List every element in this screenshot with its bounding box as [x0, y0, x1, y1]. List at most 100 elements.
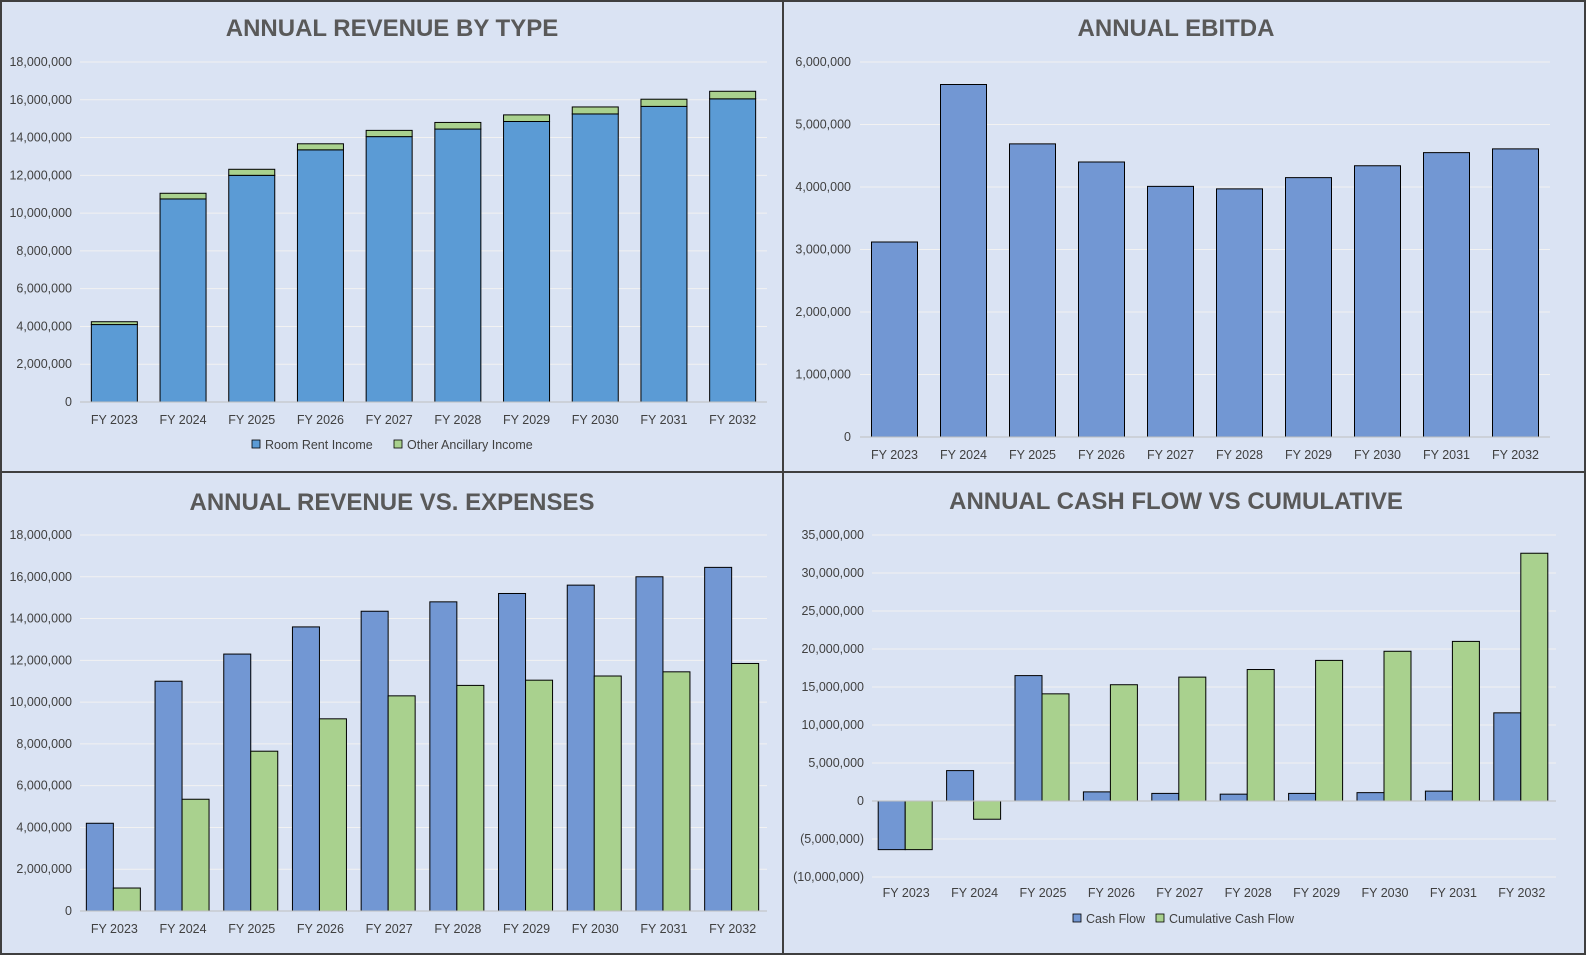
bar: [1354, 165, 1401, 438]
bar-ancillary: [228, 168, 276, 176]
ebitda-chart: ANNUAL EBITDA 0 1,000,000 2,000,000 3,000,00…: [782, 0, 1586, 473]
bar-series-1: [1356, 792, 1385, 802]
bar-ancillary: [434, 121, 482, 130]
bar-series-1: [429, 601, 458, 912]
x-tick-label: FY 2025: [1019, 886, 1066, 900]
legend-swatch: [393, 439, 403, 449]
bar-ancillary: [296, 143, 344, 151]
bar: [1078, 161, 1125, 438]
bar: [940, 84, 987, 438]
bar-series-1: [635, 576, 664, 912]
bar-series-1: [946, 770, 975, 802]
y-tick-label: 18,000,000: [9, 55, 72, 69]
y-tick-label: 3,000,000: [795, 243, 851, 257]
x-tick-label: FY 2032: [709, 922, 756, 936]
bar: [1216, 188, 1263, 438]
y-tick-label: 16,000,000: [9, 93, 72, 107]
bar-series-2: [1451, 640, 1480, 802]
bar-ancillary: [709, 90, 757, 100]
x-tick-label: FY 2028: [1216, 448, 1263, 462]
y-tick-label: 25,000,000: [801, 604, 864, 618]
x-tick-label: FY 2024: [951, 886, 998, 900]
bar-series-1: [291, 626, 320, 912]
chart-title: ANNUAL CASH FLOW VS CUMULATIVE: [949, 488, 1403, 515]
x-tick-label: FY 2025: [228, 413, 275, 427]
y-tick-label: 4,000,000: [795, 180, 851, 194]
legend-label: Room Rent Income: [265, 438, 373, 452]
bar-room-rent: [434, 128, 482, 403]
legend-swatch: [1072, 913, 1082, 923]
bar-series-1: [1424, 790, 1453, 802]
bar-series-2: [1041, 693, 1070, 802]
cash-flow-svg: ANNUAL CASH FLOW VS CUMULATIVE (10,000,00…: [793, 488, 1556, 926]
bar-series-1: [223, 653, 252, 912]
y-tick-label: (5,000,000): [800, 832, 864, 846]
y-tick-label: 14,000,000: [9, 612, 72, 626]
x-tick-label: FY 2023: [871, 448, 918, 462]
x-tick-label: FY 2024: [160, 922, 207, 936]
legend: Room Rent Income Other Ancillary Income: [251, 438, 533, 452]
y-tick-label: 2,000,000: [16, 357, 72, 371]
x-tick-label: FY 2026: [1078, 448, 1125, 462]
y-tick-label: 16,000,000: [9, 570, 72, 584]
y-tick-label: 5,000,000: [795, 118, 851, 132]
bar-room-rent: [365, 136, 413, 403]
bar-series-1: [1014, 675, 1043, 802]
x-tick-label: FY 2026: [297, 922, 344, 936]
bar-ancillary: [640, 98, 688, 107]
bar-series-1: [498, 592, 527, 912]
bar-room-rent: [503, 121, 551, 403]
bar-room-rent: [709, 98, 757, 403]
x-tick-label: FY 2029: [1285, 448, 1332, 462]
ebitda-svg: ANNUAL EBITDA 0 1,000,000 2,000,000 3,000,00…: [795, 15, 1550, 462]
x-tick-label: FY 2029: [503, 922, 550, 936]
y-tick-label: 2,000,000: [795, 305, 851, 319]
bar-room-rent: [571, 113, 619, 403]
x-tick-label: FY 2026: [297, 413, 344, 427]
bar-room-rent: [90, 324, 138, 403]
bar-series-2: [1178, 676, 1207, 802]
x-tick-label: FY 2024: [940, 448, 987, 462]
bar-ancillary: [365, 129, 413, 138]
bar-series-1: [85, 822, 114, 912]
y-tick-label: 6,000,000: [795, 55, 851, 69]
bar-series-1: [566, 584, 595, 912]
bar-series-1: [1288, 792, 1317, 802]
x-tick-label: FY 2024: [160, 413, 207, 427]
x-tick-label: FY 2031: [640, 922, 687, 936]
bar-ancillary: [90, 321, 138, 326]
bar-series-2: [1315, 659, 1344, 802]
bar-ancillary: [159, 192, 207, 200]
x-tick-label: FY 2025: [1009, 448, 1056, 462]
bar: [1423, 152, 1470, 438]
x-tick-label: FY 2023: [91, 922, 138, 936]
chart-title: ANNUAL REVENUE VS. EXPENSES: [190, 489, 595, 516]
y-tick-label: 20,000,000: [801, 642, 864, 656]
y-tick-label: 35,000,000: [801, 528, 864, 542]
revenue-by-type-svg: ANNUAL REVENUE BY TYPE 0 2,000,000 4,000,00…: [9, 15, 767, 452]
x-tick-label: FY 2030: [572, 413, 619, 427]
bar-room-rent: [640, 105, 688, 403]
bar-series-2: [1383, 650, 1412, 802]
x-tick-label: FY 2031: [640, 413, 687, 427]
y-tick-label: 14,000,000: [9, 131, 72, 145]
revenue-by-type-chart: ANNUAL REVENUE BY TYPE 0 2,000,000 4,000,00…: [0, 0, 784, 473]
x-tick-label: FY 2027: [1147, 448, 1194, 462]
y-tick-label: 8,000,000: [16, 737, 72, 751]
y-tick-label: 0: [65, 904, 72, 918]
bar-series-2: [318, 718, 347, 912]
bar-series-2: [662, 671, 691, 912]
legend-swatch: [251, 439, 261, 449]
x-tick-label: FY 2027: [366, 413, 413, 427]
y-tick-label: 18,000,000: [9, 528, 72, 542]
bar-series-2: [387, 695, 416, 912]
y-tick-label: 0: [857, 794, 864, 808]
x-tick-label: FY 2027: [366, 922, 413, 936]
bar-series-2: [250, 750, 279, 912]
bar-series-1: [1493, 712, 1522, 802]
x-tick-label: FY 2029: [503, 413, 550, 427]
legend: Cash Flow Cumulative Cash Flow: [1072, 912, 1295, 926]
cash-flow-chart: ANNUAL CASH FLOW VS CUMULATIVE (10,000,00…: [782, 471, 1586, 955]
bar-ancillary: [571, 106, 619, 115]
bar-series-1: [1219, 793, 1248, 802]
